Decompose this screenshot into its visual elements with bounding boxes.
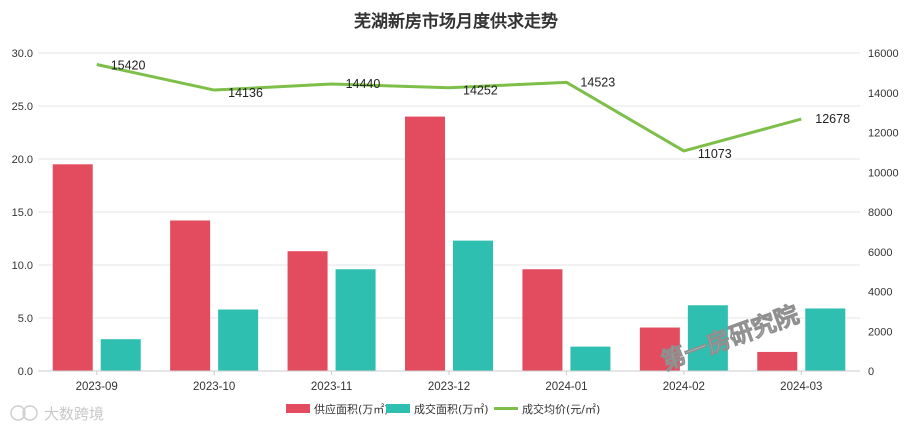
bar-deal-2023-12[interactable] [453, 240, 493, 371]
y-right-tick-label: 16000 [868, 48, 899, 60]
x-tick-label: 2024-01 [545, 381, 587, 393]
y-right-tick-label: 0 [868, 366, 874, 378]
watermark-corner: 大数跨境 [10, 405, 104, 423]
y-left-tick-label: 20.0 [12, 154, 33, 166]
price-data-label: 12678 [815, 112, 850, 126]
legend-item-1[interactable]: 成交面积(万㎡) [386, 402, 489, 416]
legend-swatch [386, 404, 410, 413]
x-tick-label: 2024-02 [663, 381, 705, 393]
x-tick-label: 2023-09 [76, 381, 118, 393]
y-right-tick-label: 4000 [868, 287, 892, 299]
watermark-corner-text: 大数跨境 [44, 405, 104, 423]
bar-supply-2023-12[interactable] [405, 116, 445, 371]
y-right-tick-label: 8000 [868, 207, 892, 219]
y-axis-right: 0 2000 4000 6000 8000 10000 12000 14000 16000 [868, 48, 899, 378]
x-tick-label: 2023-12 [428, 381, 470, 393]
legend-label: 成交均价(元/㎡) [522, 402, 600, 416]
y-left-tick-label: 0.0 [18, 366, 33, 378]
watermark-logo-icon [10, 405, 38, 421]
y-right-tick-label: 10000 [868, 167, 899, 179]
x-tick-label: 2023-11 [311, 381, 352, 393]
y-right-tick-label: 12000 [868, 128, 899, 140]
bar-supply-2023-11[interactable] [287, 251, 328, 371]
y-right-tick-label: 6000 [868, 247, 892, 259]
y-right-tick-label: 14000 [868, 88, 899, 100]
legend-item-0[interactable]: 供应面积(万㎡) [286, 402, 389, 416]
price-data-label: 14136 [228, 86, 263, 100]
bar-deal-2023-10[interactable] [218, 309, 259, 371]
y-left-tick-label: 5.0 [18, 313, 33, 325]
bar-deal-2024-02[interactable] [687, 305, 728, 371]
price-data-label: 11073 [698, 147, 732, 161]
price-data-label: 14440 [346, 77, 381, 91]
price-data-label: 14523 [580, 75, 615, 89]
bar-deal-2024-01[interactable] [570, 346, 611, 371]
price-data-label: 15420 [111, 59, 146, 73]
legend-swatch [286, 404, 310, 413]
legend-label: 成交面积(万㎡) [414, 402, 489, 416]
x-axis: 2023-09 2023-10 2023-11 2023-12 2024-01 2024-… [38, 370, 860, 393]
x-tick-label: 2023-10 [193, 381, 235, 393]
x-tick-label: 2024-03 [780, 381, 822, 393]
bar-series [52, 116, 846, 371]
y-left-tick-label: 15.0 [12, 207, 33, 219]
y-left-tick-label: 30.0 [12, 48, 33, 60]
y-right-tick-label: 2000 [868, 326, 892, 338]
y-left-tick-label: 25.0 [12, 101, 33, 113]
bar-supply-2024-01[interactable] [522, 269, 563, 371]
bar-supply-2024-03[interactable] [757, 351, 798, 371]
bar-supply-2024-02[interactable] [639, 327, 680, 371]
price-data-label: 14252 [463, 84, 498, 98]
bar-deal-2024-03[interactable] [805, 308, 846, 371]
chart-title: 芜湖新房市场月度供求走势 [354, 11, 558, 32]
bar-supply-2023-09[interactable] [52, 164, 93, 371]
legend-label: 供应面积(万㎡) [314, 402, 389, 416]
y-left-tick-label: 10.0 [12, 260, 33, 272]
price-line[interactable] [96, 63, 802, 153]
y-axis-left: 0.0 5.0 10.0 15.0 20.0 25.0 30.0 [12, 48, 33, 378]
legend-item-2[interactable]: 成交均价(元/㎡) [494, 402, 600, 416]
bar-deal-2023-09[interactable] [100, 339, 141, 371]
bar-deal-2023-11[interactable] [335, 269, 376, 371]
bar-supply-2023-10[interactable] [170, 220, 211, 371]
legend[interactable]: 供应面积(万㎡) 成交面积(万㎡) 成交均价(元/㎡) [286, 402, 600, 416]
line-series: 15420 14136 14440 14252 14523 11073 12678 [96, 59, 850, 161]
